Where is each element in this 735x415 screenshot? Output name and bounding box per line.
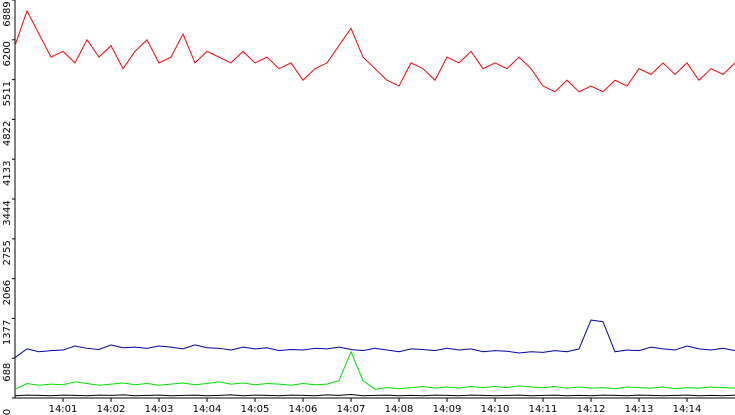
x-tick-label: 14:07 (337, 404, 366, 415)
y-tick-label: 6889 (2, 1, 13, 26)
x-tick-label: 14:10 (481, 404, 510, 415)
y-tick-label: 4133 (2, 160, 13, 185)
x-tick-label: 14:05 (241, 404, 270, 415)
y-tick-label: 688 (2, 363, 13, 382)
y-tick-label: 0 (2, 409, 13, 415)
x-tick-label: 14:01 (49, 404, 78, 415)
x-tick-label: 14:04 (193, 404, 222, 415)
y-tick-label: 5511 (2, 81, 13, 106)
x-tick-label: 14:12 (577, 404, 606, 415)
series-line (14, 319, 735, 358)
series-line (14, 350, 735, 390)
x-tick-label: 14:11 (529, 404, 558, 415)
y-tick-label: 4822 (2, 121, 13, 146)
x-tick-label: 14:09 (433, 404, 462, 415)
y-tick-label: 2755 (2, 240, 13, 265)
x-tick-label: 14:06 (289, 404, 318, 415)
x-tick-label: 14:13 (625, 404, 654, 415)
x-tick-label: 14:03 (145, 404, 174, 415)
x-tick-label: 14:08 (385, 404, 414, 415)
y-tick-label: 6200 (2, 41, 13, 66)
y-tick-label: 2066 (2, 280, 13, 305)
series-line (14, 394, 735, 397)
x-tick-label: 14:14 (673, 404, 702, 415)
series-line (14, 9, 735, 93)
y-tick-label: 1377 (2, 320, 13, 345)
x-tick-label: 14:02 (97, 404, 126, 415)
y-tick-label: 3444 (2, 200, 13, 225)
